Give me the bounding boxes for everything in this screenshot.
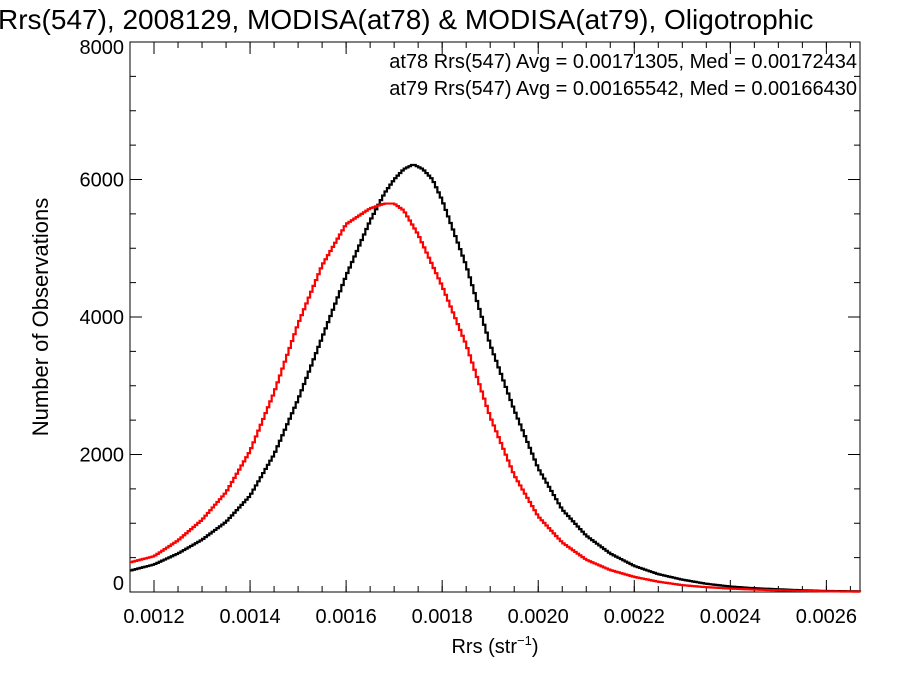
chart-title: Rrs(547), 2008129, MODISA(at78) & MODISA… bbox=[0, 4, 813, 35]
x-axis-label-main: Rrs (str bbox=[451, 636, 517, 658]
series-line-at78 bbox=[130, 163, 862, 593]
y-tick-label: 0 bbox=[113, 573, 124, 595]
x-axis-label-end: ) bbox=[532, 636, 539, 658]
y-axis-label: Number of Observations bbox=[28, 198, 53, 436]
y-axis-ticks: 0 2000 4000 6000 8000 bbox=[80, 37, 860, 595]
y-tick-label: 4000 bbox=[80, 307, 125, 329]
legend-entry-at78: at78 Rrs(547) Avg = 0.00171305, Med = 0.… bbox=[389, 51, 857, 73]
y-tick-label: 6000 bbox=[80, 170, 125, 192]
series-lines bbox=[130, 163, 862, 593]
x-tick-label: 0.0022 bbox=[604, 606, 665, 628]
x-axis-label-superscript: −1 bbox=[517, 633, 532, 648]
x-tick-label: 0.0014 bbox=[219, 606, 280, 628]
x-tick-label: 0.0018 bbox=[412, 606, 473, 628]
x-tick-label: 0.0012 bbox=[123, 606, 184, 628]
x-tick-label: 0.0026 bbox=[796, 606, 857, 628]
y-tick-label: 2000 bbox=[80, 445, 125, 467]
plot-frame bbox=[129, 41, 861, 593]
x-axis-label: Rrs (str−1) bbox=[451, 633, 538, 658]
plot-border bbox=[129, 41, 861, 593]
x-axis-ticks: 0.0012 0.0014 0.0016 0.0018 0.0020 0.0022 0.00… bbox=[123, 42, 857, 628]
x-tick-label: 0.0020 bbox=[508, 606, 569, 628]
legend-entry-at79: at79 Rrs(547) Avg = 0.00165542, Med = 0.… bbox=[389, 78, 857, 100]
x-tick-label: 0.0024 bbox=[700, 606, 761, 628]
x-tick-label: 0.0016 bbox=[316, 606, 377, 628]
series-line-at79 bbox=[130, 202, 862, 593]
y-tick-label: 8000 bbox=[80, 37, 125, 59]
